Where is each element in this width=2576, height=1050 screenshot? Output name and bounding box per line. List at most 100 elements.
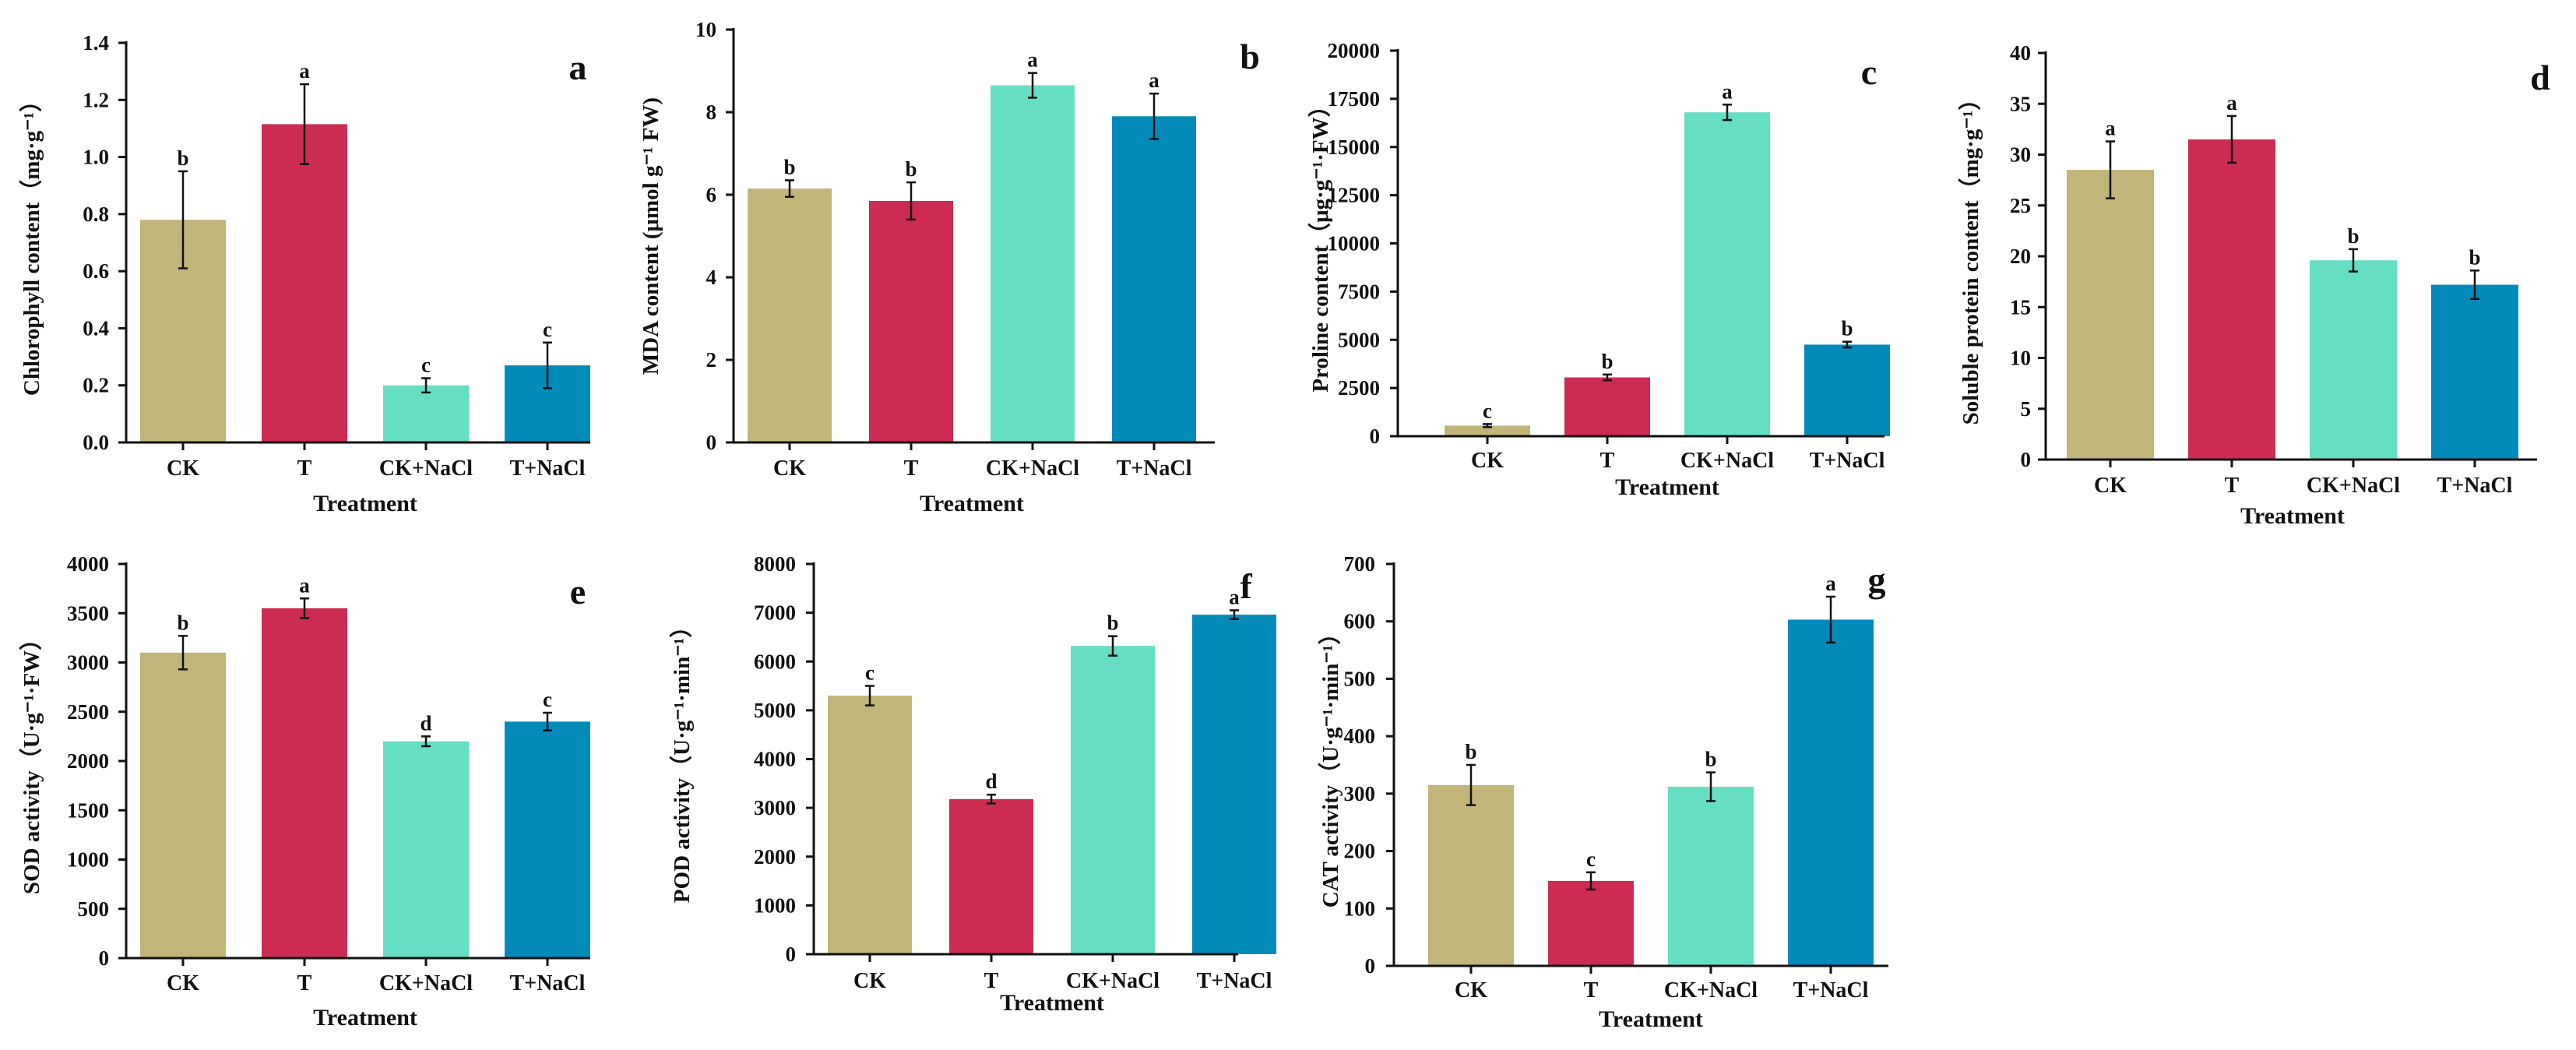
x-tick-label: CK [853, 969, 886, 993]
y-tick-label: 17500 [1328, 87, 1381, 111]
y-tick-label: 0.8 [83, 203, 109, 226]
bar-T [262, 608, 347, 958]
y-tick-label: 12500 [1328, 184, 1381, 207]
y-tick-label: 15 [2010, 295, 2031, 319]
bar-CK+NaCl [1684, 112, 1770, 436]
y-tick-label: 1500 [67, 798, 109, 822]
bar-T [2188, 139, 2275, 460]
significance-letter: b [1601, 350, 1613, 373]
significance-letter: b [2469, 245, 2480, 269]
y-tick-label: 2000 [67, 749, 109, 773]
panel-label: g [1868, 560, 1886, 600]
bar-CK+NaCl [1668, 787, 1754, 966]
x-tick-label: T+NaCl [1197, 969, 1272, 993]
y-tick-label: 7500 [1338, 280, 1380, 303]
x-tick-label: T [984, 969, 999, 993]
panel-d: 0 5 10 15 20 25 30 35 40 a CK a Tb CK+NaCl b T+NaCl Trea… [1958, 41, 2550, 529]
y-tick-label: 1.0 [83, 146, 109, 169]
x-tick-label: CK+NaCl [986, 456, 1079, 481]
x-tick-label: T+NaCl [1793, 978, 1869, 1002]
y-tick-label: 20000 [1328, 39, 1381, 62]
y-tick-label: 35 [2010, 92, 2031, 115]
significance-letter: b [783, 155, 795, 178]
x-tick-label: T [2225, 474, 2240, 498]
x-axis-title: Treatment [2240, 503, 2345, 529]
x-tick-label: T [1600, 449, 1615, 473]
x-tick-label: CK [773, 456, 806, 481]
bar-CK [2067, 170, 2154, 460]
y-axis-title: Proline content（μg·g⁻¹·FW） [1307, 94, 1333, 392]
y-tick-label: 5000 [1338, 328, 1380, 351]
bar-T+NaCl [1112, 116, 1196, 443]
x-tick-label: T [904, 456, 919, 481]
y-tick-label: 0.0 [83, 431, 109, 454]
significance-letter: a [1229, 585, 1240, 608]
bar-CK [1428, 784, 1514, 966]
x-tick-label: CK+NaCl [379, 456, 473, 481]
y-tick-label: 30 [2010, 143, 2031, 167]
x-tick-label: T+NaCl [510, 971, 586, 995]
panel-e: 0 500 1000 1500 2000 2500 3000 3500 4000 b CK a Td CK… [19, 552, 590, 1031]
bar-T+NaCl [1788, 619, 1874, 966]
y-tick-label: 0 [786, 943, 797, 966]
y-axis-title: CAT activity（U·g⁻¹·min⁻¹） [1318, 622, 1343, 908]
significance-letter: b [905, 157, 917, 181]
x-tick-label: CK [1455, 978, 1487, 1002]
significance-letter: b [1705, 748, 1716, 771]
y-tick-label: 0 [1365, 954, 1376, 978]
y-tick-label: 200 [1344, 840, 1376, 863]
significance-letter: c [1483, 399, 1492, 422]
panel-b: 0 2 4 6 8 10 b CK b Ta CK+NaCl a T+NaCl Treatment MDA … [639, 18, 1260, 516]
x-tick-label: CK+NaCl [2307, 474, 2400, 498]
panel-label: d [2530, 58, 2550, 97]
bar-T [1564, 377, 1650, 436]
x-tick-label: CK+NaCl [1066, 969, 1160, 993]
y-tick-label: 6000 [754, 650, 796, 673]
x-tick-label: CK [1471, 449, 1504, 473]
bar-T+NaCl [2431, 284, 2518, 460]
bar-CK [748, 189, 832, 443]
x-tick-label: CK+NaCl [1680, 449, 1774, 473]
bar-CK+NaCl [2310, 260, 2397, 460]
significance-letter: a [1149, 69, 1160, 92]
y-tick-label: 10 [2010, 347, 2031, 370]
y-axis-title: Soluble protein content（mg·g⁻¹） [1958, 88, 1983, 425]
significance-letter: c [543, 688, 552, 711]
x-tick-label: CK+NaCl [379, 971, 473, 995]
significance-letter: b [177, 611, 188, 634]
y-tick-label: 0 [99, 946, 110, 970]
significance-letter: a [299, 59, 310, 83]
bar-CK+NaCl [1071, 646, 1155, 954]
bar-T [262, 124, 347, 443]
x-axis-title: Treatment [920, 491, 1024, 516]
y-axis-title: Chlorophyll content（mg·g⁻¹） [19, 90, 44, 396]
bar-T+NaCl [1804, 344, 1890, 436]
significance-letter: c [865, 661, 875, 685]
bar-CK+NaCl [383, 385, 469, 442]
y-tick-label: 0 [1370, 425, 1381, 448]
significance-letter: a [1027, 48, 1038, 72]
y-tick-label: 1000 [67, 848, 109, 872]
y-tick-label: 1000 [754, 893, 796, 917]
y-tick-label: 10000 [1328, 232, 1381, 255]
significance-letter: c [543, 318, 552, 341]
y-tick-label: 8 [706, 100, 717, 124]
y-tick-label: 600 [1344, 610, 1376, 633]
y-tick-label: 0.4 [83, 316, 109, 340]
x-axis-title: Treatment [313, 491, 417, 516]
y-axis-title: SOD activity（U·g⁻¹·FW） [19, 628, 44, 894]
x-tick-label: T+NaCl [2437, 474, 2513, 498]
y-tick-label: 7000 [754, 601, 796, 625]
significance-letter: d [420, 711, 431, 735]
bar-T [869, 200, 953, 442]
significance-letter: b [1465, 740, 1476, 763]
x-axis-title: Treatment [1599, 1006, 1703, 1032]
y-tick-label: 2 [706, 348, 717, 372]
bar-CK [1445, 425, 1530, 436]
y-tick-label: 2500 [1338, 376, 1380, 400]
y-tick-label: 8000 [754, 552, 796, 576]
y-tick-label: 500 [78, 897, 110, 921]
panel-label: e [570, 572, 586, 611]
significance-letter: a [1825, 572, 1836, 595]
